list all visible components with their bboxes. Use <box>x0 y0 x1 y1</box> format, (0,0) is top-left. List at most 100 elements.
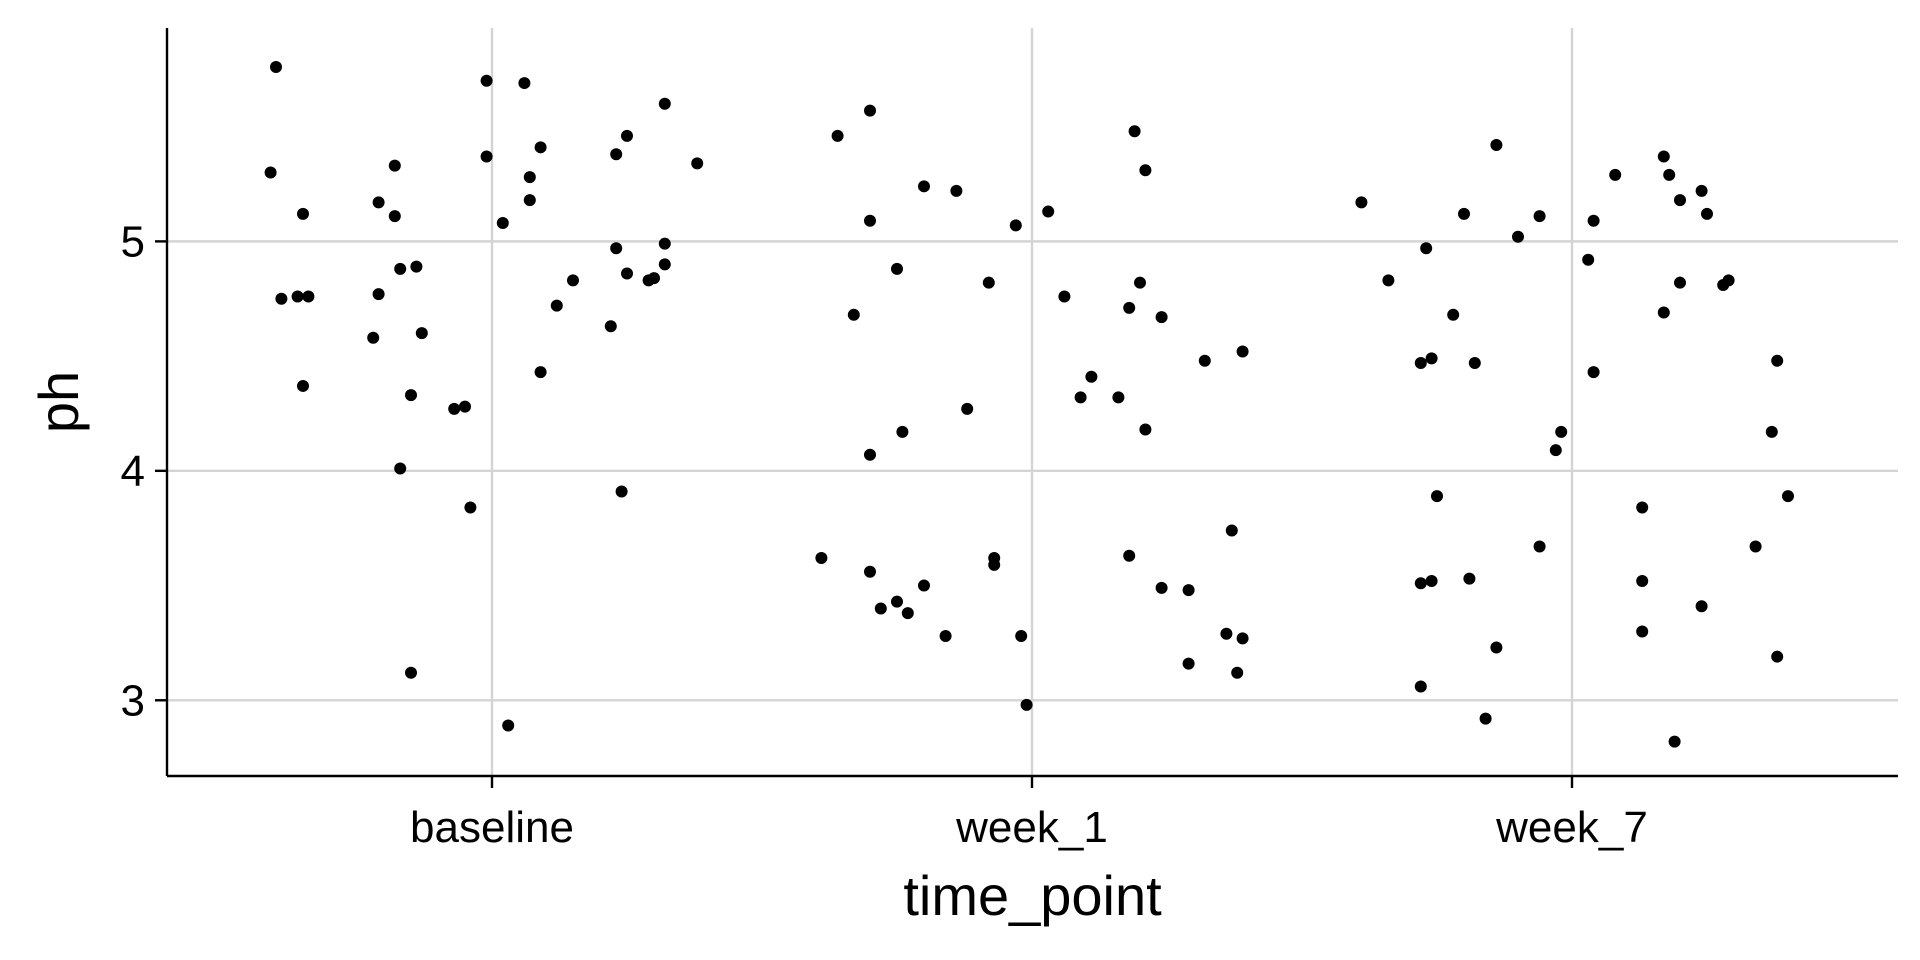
data-point <box>1663 168 1676 181</box>
data-point <box>1042 205 1055 218</box>
data-point <box>1425 352 1438 365</box>
data-point <box>270 61 282 74</box>
data-point <box>1609 168 1622 181</box>
data-point <box>1555 425 1568 438</box>
data-point <box>394 462 407 475</box>
data-point <box>264 166 277 179</box>
data-point <box>988 558 1001 571</box>
data-point <box>1587 214 1600 227</box>
data-point <box>1771 650 1784 663</box>
data-point <box>648 272 660 285</box>
data-point <box>1085 370 1098 383</box>
data-point <box>891 262 903 275</box>
data-point <box>1058 290 1071 303</box>
data-point <box>1458 207 1470 220</box>
data-point <box>405 389 417 402</box>
data-point <box>874 602 887 615</box>
data-point <box>1020 698 1033 711</box>
data-point <box>1695 600 1708 613</box>
data-point <box>1636 625 1649 638</box>
data-point <box>1722 274 1735 287</box>
data-point <box>405 666 417 679</box>
data-point <box>1134 276 1146 289</box>
data-point <box>1112 391 1125 404</box>
data-point <box>1414 577 1427 590</box>
y-tick-label: 3 <box>121 676 145 725</box>
data-point <box>1782 490 1794 503</box>
data-point <box>1463 572 1476 585</box>
data-point <box>847 308 860 321</box>
x-axis-title: time_point <box>903 864 1162 927</box>
data-point <box>1414 680 1427 693</box>
data-point <box>1749 540 1762 553</box>
data-point <box>1490 641 1503 654</box>
data-point <box>610 242 623 255</box>
data-point <box>615 485 628 498</box>
data-point <box>1447 308 1460 321</box>
data-point <box>372 196 385 209</box>
data-point <box>1533 210 1546 223</box>
data-point <box>1701 207 1713 220</box>
y-tick-label: 4 <box>121 447 145 496</box>
data-point <box>496 217 509 230</box>
data-point <box>388 159 401 172</box>
data-point <box>864 104 876 117</box>
data-point <box>864 214 876 227</box>
data-point <box>1549 444 1562 457</box>
data-point <box>1636 501 1649 514</box>
data-point <box>1431 490 1443 503</box>
data-point <box>1420 242 1433 255</box>
data-point <box>901 607 914 620</box>
data-point <box>1674 194 1686 207</box>
data-point <box>1236 632 1249 645</box>
data-point <box>415 327 428 340</box>
data-point <box>1765 425 1778 438</box>
data-point <box>388 210 401 223</box>
data-point <box>1533 540 1546 553</box>
data-point <box>864 448 876 461</box>
data-point <box>448 402 461 415</box>
data-point <box>372 288 385 301</box>
data-point <box>604 320 617 333</box>
data-point <box>891 595 903 608</box>
data-point <box>1220 627 1233 640</box>
tick-marks <box>155 240 1574 788</box>
data-point <box>480 74 493 87</box>
data-point <box>1015 630 1028 643</box>
data-point <box>621 267 633 280</box>
data-point <box>1582 253 1595 266</box>
data-point <box>939 630 952 643</box>
data-point <box>658 258 671 271</box>
data-point <box>1657 306 1670 319</box>
data-point <box>297 379 309 392</box>
data-point <box>1674 276 1686 289</box>
data-point <box>1490 139 1503 152</box>
data-point <box>1182 584 1195 597</box>
data-point <box>1155 311 1168 324</box>
data-point <box>1123 301 1136 314</box>
data-point <box>1074 391 1087 404</box>
x-tick-label-week_1: week_1 <box>955 803 1108 852</box>
data-point <box>1231 666 1244 679</box>
data-point <box>291 290 304 303</box>
data-point <box>502 719 515 732</box>
data-point <box>1468 356 1481 369</box>
data-point <box>610 148 623 161</box>
data-point <box>950 184 963 197</box>
data-point <box>1425 574 1438 587</box>
data-point <box>480 150 493 163</box>
data-point <box>1668 735 1681 748</box>
y-axis-title: ph <box>27 371 90 433</box>
data-point <box>1587 366 1600 379</box>
data-point <box>1636 574 1649 587</box>
data-point <box>367 331 380 344</box>
data-point <box>918 579 930 592</box>
data-point <box>302 290 315 303</box>
data-point <box>550 299 563 312</box>
data-point <box>1355 196 1368 209</box>
data-point <box>1123 549 1136 562</box>
tick-labels: 3 4 5 baseline week_1 week_7 <box>121 217 1648 852</box>
data-point <box>1382 274 1395 287</box>
data-point <box>1009 219 1022 232</box>
